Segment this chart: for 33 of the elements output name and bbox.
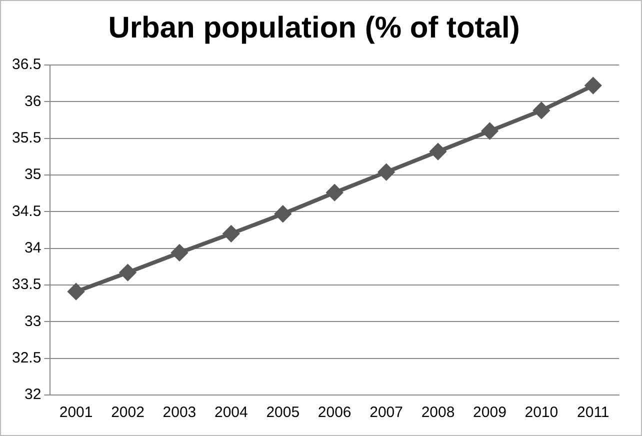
y-tick-label: 34.5	[12, 202, 42, 220]
x-tick-label: 2004	[214, 404, 248, 422]
point	[482, 123, 498, 139]
x-tick-label: 2008	[421, 404, 455, 422]
point	[378, 164, 394, 180]
y-tick-label: 36	[24, 92, 42, 110]
x-tick-label: 2003	[162, 404, 196, 422]
point	[223, 226, 240, 242]
point	[120, 264, 136, 281]
y-tick-label: 33.5	[12, 276, 42, 294]
x-tick-label: 2006	[318, 404, 352, 422]
point	[533, 102, 550, 118]
x-tick-label: 2009	[473, 404, 506, 422]
y-tick-label: 35	[24, 166, 42, 184]
point	[585, 78, 602, 94]
point	[326, 184, 343, 201]
y-tick-label: 33	[24, 312, 42, 330]
x-tick-label: 2007	[370, 404, 403, 422]
chart-title: Urban population (% of total)	[108, 11, 520, 44]
x-tick-label: 2005	[266, 404, 300, 422]
y-tick-label: 32	[24, 386, 42, 404]
y-tick-label: 34	[24, 239, 42, 256]
point	[68, 284, 84, 300]
point	[430, 144, 446, 160]
x-tick-label: 2002	[111, 404, 144, 422]
x-tick-label: 2010	[524, 404, 558, 422]
y-tick-label: 36.5	[12, 56, 42, 74]
y-tick-label: 35.5	[12, 129, 42, 146]
x-tick-label: 2001	[59, 404, 93, 422]
y-tick-label: 32.5	[12, 349, 42, 366]
x-tick-label: 2011	[577, 404, 610, 422]
point	[171, 244, 188, 261]
point	[274, 206, 291, 222]
